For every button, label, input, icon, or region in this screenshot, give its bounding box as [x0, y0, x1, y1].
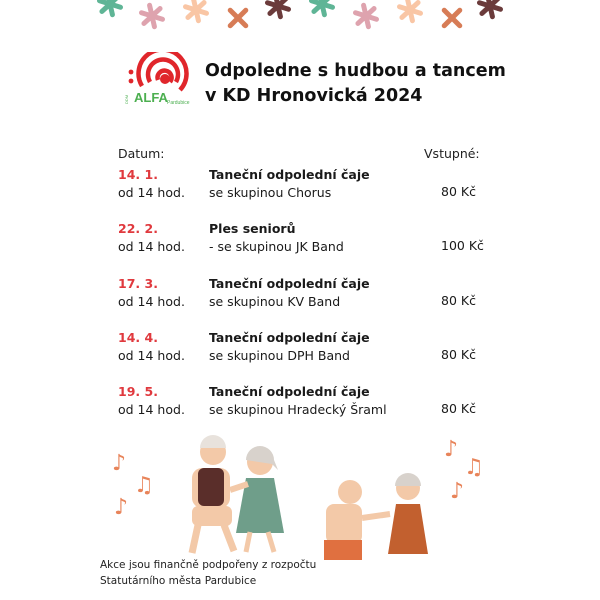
music-note-icon: ♪ [444, 437, 458, 462]
title-line-2: v KD Hronovická 2024 [205, 86, 423, 106]
event-title: Taneční odpolední čaje [209, 384, 370, 399]
event-info: Taneční odpolední čaje se skupinou Hrade… [209, 383, 387, 419]
event-band: se skupinou Chorus [209, 185, 332, 200]
event-date-day: 14. 4. [118, 330, 158, 345]
music-note-icon: ♪ [112, 451, 126, 476]
event-price: 80 Kč [441, 401, 476, 416]
event-price: 80 Kč [441, 293, 476, 308]
event-price: 100 Kč [441, 238, 484, 253]
event-title: Taneční odpolední čaje [209, 330, 370, 345]
event-time: od 14 hod. [118, 402, 185, 417]
star-icon [476, 0, 504, 20]
event-band: se skupinou KV Band [209, 294, 341, 309]
music-note-icon: ♪ [450, 479, 464, 504]
ddm-alfa-logo: ALFA Pardubice DDM [124, 52, 190, 106]
star-icon [138, 2, 166, 30]
event-date-day: 14. 1. [118, 167, 158, 182]
event-band: - se skupinou JK Band [209, 239, 344, 254]
svg-text:ALFA: ALFA [134, 90, 169, 105]
music-note-icon: ♪ [114, 495, 128, 520]
star-icon [96, 0, 124, 18]
star-icon [441, 7, 463, 29]
title-line-1: Odpoledne s hudbou a tancem [205, 61, 506, 81]
star-icon [308, 0, 336, 18]
event-date-day: 19. 5. [118, 384, 158, 399]
event-info: Ples seniorů - se skupinou JK Band [209, 220, 344, 256]
date-header: Datum: [118, 146, 165, 161]
event-title: Taneční odpolední čaje [209, 276, 370, 291]
music-note-icon: ♫ [464, 455, 484, 480]
event-date: 14. 1. od 14 hod. [118, 166, 185, 202]
event-date: 19. 5. od 14 hod. [118, 383, 185, 419]
funding-note-line-2: Statutárního města Pardubice [100, 575, 257, 587]
event-band: se skupinou DPH Band [209, 348, 350, 363]
event-date: 22. 2. od 14 hod. [118, 220, 185, 256]
page-title: Odpoledne s hudbou a tancem v KD Hronovi… [205, 59, 506, 109]
event-date: 14. 4. od 14 hod. [118, 329, 185, 365]
event-time: od 14 hod. [118, 348, 185, 363]
funding-note: Akce jsou finančně podpořeny z rozpočtu … [100, 557, 316, 589]
star-icon [396, 0, 424, 24]
event-info: Taneční odpolední čaje se skupinou DPH B… [209, 329, 370, 365]
star-icon [182, 0, 210, 24]
event-price: 80 Kč [441, 184, 476, 199]
star-icon [227, 7, 249, 29]
event-info: Taneční odpolední čaje se skupinou KV Ba… [209, 275, 370, 311]
event-date-day: 22. 2. [118, 221, 158, 236]
price-header: Vstupné: [424, 146, 480, 161]
event-time: od 14 hod. [118, 185, 185, 200]
music-note-icon: ♫ [134, 473, 154, 498]
event-band: se skupinou Hradecký Šraml [209, 402, 387, 417]
dancing-seniors-illustration: ♪♫♪ ♪♫♪ [112, 435, 484, 560]
event-date-day: 17. 3. [118, 276, 158, 291]
event-title: Ples seniorů [209, 221, 296, 236]
event-time: od 14 hod. [118, 294, 185, 309]
event-date: 17. 3. od 14 hod. [118, 275, 185, 311]
svg-text:DDM: DDM [124, 95, 129, 104]
star-icon [264, 0, 292, 20]
svg-text:Pardubice: Pardubice [167, 100, 190, 106]
funding-note-line-1: Akce jsou finančně podpořeny z rozpočtu [100, 559, 317, 571]
event-time: od 14 hod. [118, 239, 185, 254]
event-title: Taneční odpolední čaje [209, 167, 370, 182]
event-price: 80 Kč [441, 347, 476, 362]
star-icon [352, 2, 380, 30]
event-info: Taneční odpolední čaje se skupinou Choru… [209, 166, 370, 202]
decorative-stars-border [96, 0, 504, 30]
